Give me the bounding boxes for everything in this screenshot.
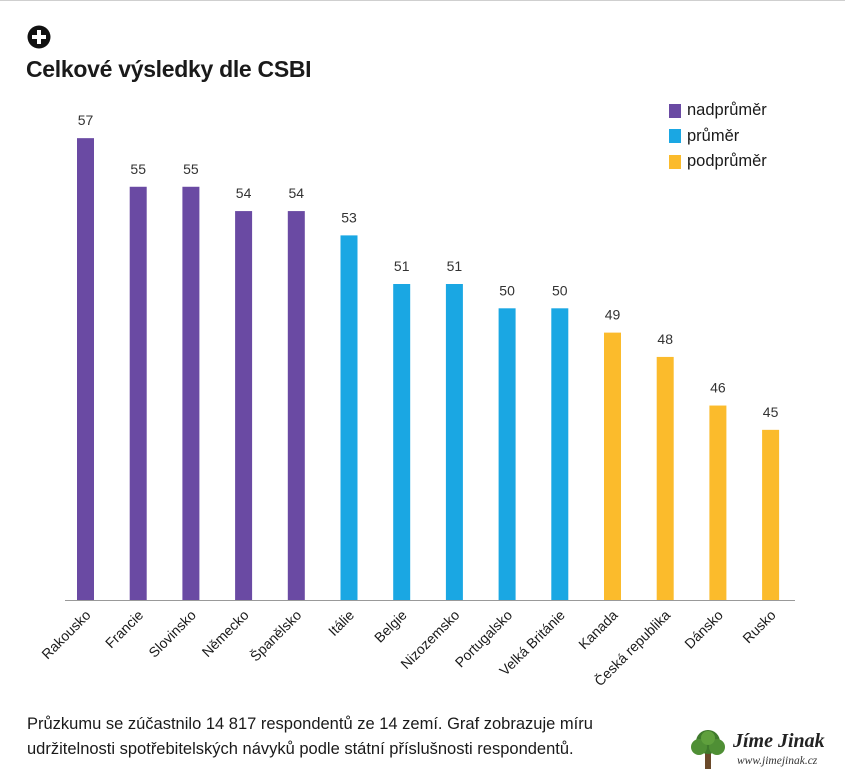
footnote: Průzkumu se zúčastnilo 14 817 respondent… <box>27 712 687 764</box>
x-tick-label: Itálie <box>325 607 357 639</box>
bar-1 <box>129 186 147 600</box>
bar-value-label: 55 <box>183 161 199 177</box>
x-tick-label: Kanada <box>575 607 621 653</box>
legend-label: nadprůměr <box>687 101 767 120</box>
watermark-url: www.jimejinak.cz <box>737 755 818 767</box>
bar-5 <box>340 235 358 600</box>
chart-legend: nadprůměr průměr podprůměr <box>669 98 767 175</box>
bar-6 <box>393 284 411 600</box>
bar-8 <box>498 308 516 600</box>
legend-swatch <box>669 129 681 144</box>
legend-item: podprůměr <box>669 149 767 175</box>
bar-value-label: 55 <box>130 161 146 177</box>
bar-value-label: 46 <box>710 380 726 396</box>
bar-3 <box>235 211 253 601</box>
x-tick-label: Belgie <box>371 607 410 646</box>
bar-value-label: 51 <box>447 258 463 274</box>
bar-7 <box>445 284 463 600</box>
footnote-line-1: Průzkumu se zúčastnilo 14 817 respondent… <box>27 715 593 733</box>
bar-value-label: 50 <box>552 282 568 298</box>
bar-10 <box>604 332 621 600</box>
top-divider <box>0 0 845 1</box>
bar-0 <box>77 138 94 600</box>
bar-12 <box>709 405 727 600</box>
watermark-name: Jíme Jinak <box>733 730 825 752</box>
x-tick-label: Španělsko <box>247 607 305 665</box>
x-tick-label: Francie <box>102 607 146 651</box>
bar-value-label: 49 <box>605 307 621 323</box>
bar-value-label: 48 <box>657 331 673 347</box>
x-tick-label: Rusko <box>739 607 779 647</box>
legend-item: průměr <box>669 124 767 150</box>
bar-4 <box>287 211 305 601</box>
bar-13 <box>762 429 780 600</box>
x-tick-label: Německo <box>199 607 252 660</box>
chart-title: Celkové výsledky dle CSBI <box>26 56 312 82</box>
bar-chart: 57 Rakousko 55 Francie 55 Slovinsko 54 Německo 5… <box>38 112 795 689</box>
bar-value-label: 53 <box>341 209 357 225</box>
legend-label: průměr <box>687 126 740 145</box>
bar-value-label: 54 <box>289 185 305 201</box>
bar-value-label: 54 <box>236 185 252 201</box>
legend-label: podprůměr <box>687 152 767 171</box>
x-tick-label: Rakousko <box>38 607 93 662</box>
x-tick-label: Slovinsko <box>145 607 199 661</box>
tree-icon <box>691 730 725 769</box>
bar-value-label: 51 <box>394 258 410 274</box>
legend-item: nadprůměr <box>669 98 767 124</box>
legend-swatch <box>669 103 681 118</box>
legend-swatch <box>669 154 681 169</box>
bar-value-label: 45 <box>763 404 779 420</box>
plus-circle-icon <box>27 25 51 49</box>
bar-9 <box>551 308 569 600</box>
footnote-line-2: udržitelnosti spotřebitelských návyků po… <box>27 740 574 758</box>
bar-2 <box>182 186 200 600</box>
x-tick-label: Dánsko <box>681 607 726 652</box>
watermark-logo: Jíme Jinak www.jimejinak.cz <box>686 727 841 771</box>
bar-11 <box>656 356 674 600</box>
bar-value-label: 57 <box>78 112 94 128</box>
bar-value-label: 50 <box>499 282 515 298</box>
